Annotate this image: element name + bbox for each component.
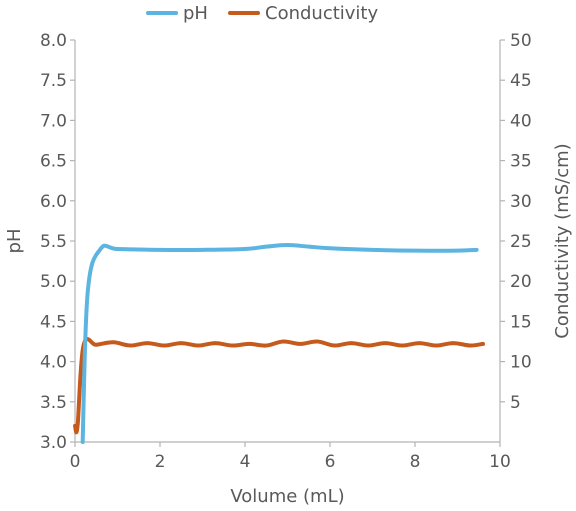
x-tick-label: 4 xyxy=(240,452,251,472)
y-right-tick-label: 50 xyxy=(510,31,532,51)
y-right-tick-label: 25 xyxy=(510,232,532,252)
y-left-tick-label: 6.5 xyxy=(40,152,67,172)
series-line-conductivity xyxy=(73,336,485,435)
legend-label-conductivity: Conductivity xyxy=(265,3,378,24)
y-left-tick-label: 5.5 xyxy=(40,232,67,252)
y-right-tick-label: 10 xyxy=(510,353,532,373)
y-axis-right-title: Conductivity (mS/cm) xyxy=(552,143,573,338)
series-layer xyxy=(73,243,485,444)
y-right-tick-label: 20 xyxy=(510,272,532,292)
x-axis-title: Volume (mL) xyxy=(230,486,344,507)
y-left-tick-label: 6.0 xyxy=(40,192,67,212)
legend: pH Conductivity xyxy=(146,3,378,24)
y-right-tick-label: 45 xyxy=(510,71,532,91)
y-right-tick-label: 5 xyxy=(510,393,521,413)
axes-group: 3.03.54.04.55.05.56.06.57.07.58.05101520… xyxy=(40,31,532,472)
y-left-tick-label: 4.0 xyxy=(40,353,67,373)
y-right-tick-label: 40 xyxy=(510,111,532,131)
y-left-tick-label: 4.5 xyxy=(40,312,67,332)
y-right-tick-label: 15 xyxy=(510,312,532,332)
y-left-tick-label: 7.0 xyxy=(40,111,67,131)
y-right-tick-label: 30 xyxy=(510,192,532,212)
y-left-tick-label: 8.0 xyxy=(40,31,67,51)
series-line-ph xyxy=(80,243,479,444)
x-tick-label: 0 xyxy=(70,452,81,472)
x-tick-label: 6 xyxy=(325,452,336,472)
y-axis-left-title: pH xyxy=(4,229,25,254)
x-tick-label: 2 xyxy=(155,452,166,472)
y-left-tick-label: 5.0 xyxy=(40,272,67,292)
x-tick-label: 10 xyxy=(489,452,511,472)
y-right-tick-label: 35 xyxy=(510,152,532,172)
y-left-tick-label: 3.0 xyxy=(40,433,67,453)
x-tick-label: 8 xyxy=(410,452,421,472)
y-left-tick-label: 3.5 xyxy=(40,393,67,413)
legend-label-ph: pH xyxy=(183,3,208,24)
y-left-tick-label: 7.5 xyxy=(40,71,67,91)
